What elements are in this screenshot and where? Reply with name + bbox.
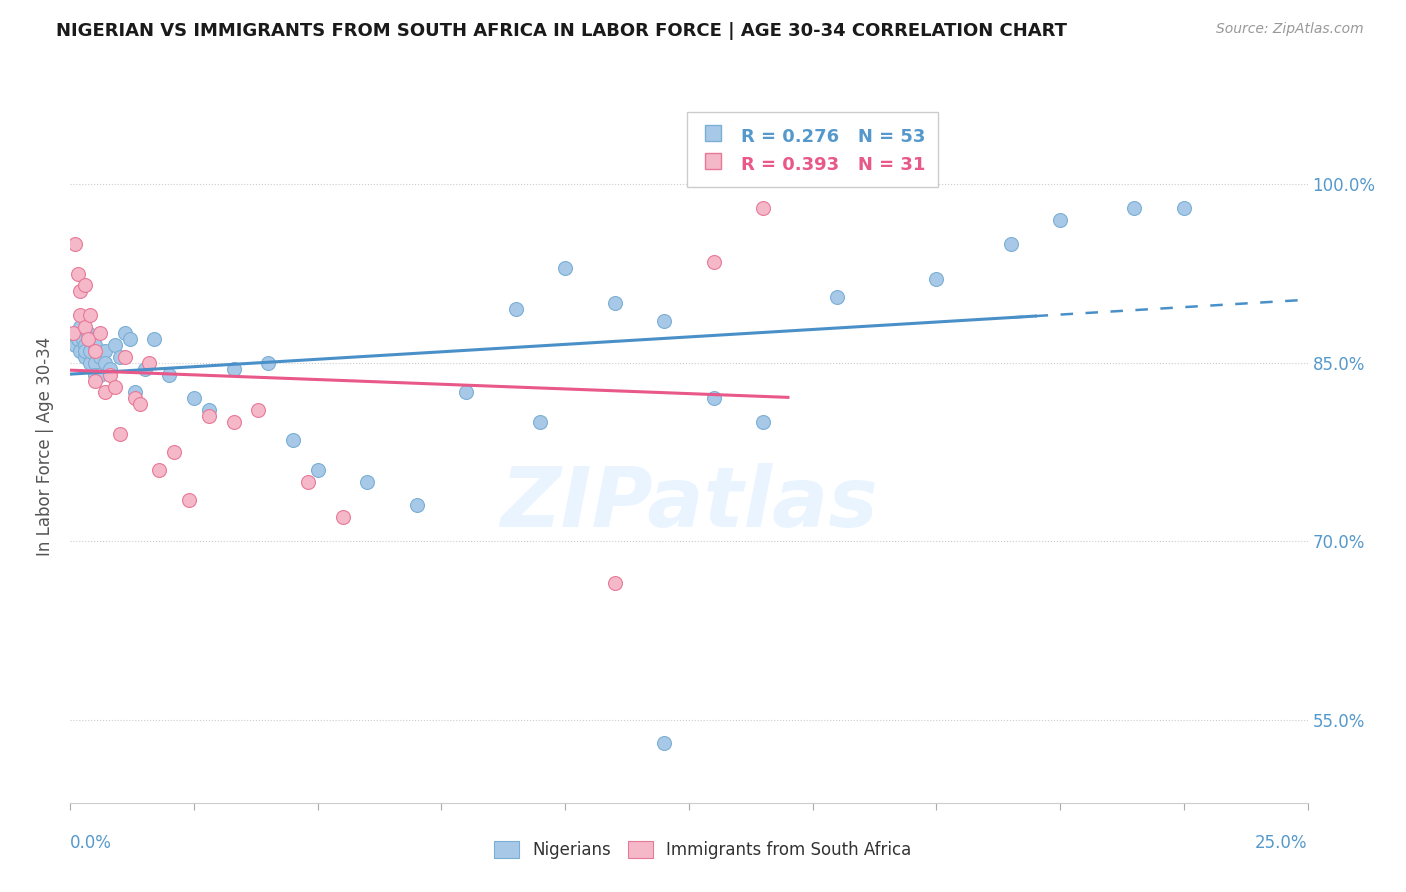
Point [1173,201,1195,215]
Point [79,308,101,322]
Point [652,736,675,750]
Point [94,356,117,370]
Point [505,302,527,317]
Point [79,332,101,346]
Point [603,575,626,590]
Point [183,392,205,406]
Point [356,475,378,489]
Legend: Nigerians, Immigrants from South Africa: Nigerians, Immigrants from South Africa [488,834,918,866]
Point [66,267,89,281]
Text: NIGERIAN VS IMMIGRANTS FROM SOUTH AFRICA IN LABOR FORCE | AGE 30-34 CORRELATION : NIGERIAN VS IMMIGRANTS FROM SOUTH AFRICA… [56,22,1067,40]
Point [281,433,304,447]
Text: 0.0%: 0.0% [70,834,112,852]
Point [75,338,97,352]
Point [307,463,329,477]
Point [128,397,150,411]
Point [456,385,478,400]
Text: ZIPatlas: ZIPatlas [501,463,877,543]
Point [703,254,725,268]
Point [118,332,141,346]
Point [297,475,319,489]
Point [124,385,146,400]
Point [65,326,87,340]
Point [529,415,551,429]
Point [1049,213,1071,227]
Point [69,308,91,322]
Point [76,332,98,346]
Point [554,260,576,275]
Text: 25.0%: 25.0% [1256,834,1308,852]
Point [143,332,166,346]
Point [1000,236,1022,251]
Point [84,338,107,352]
Point [69,343,91,358]
Point [752,415,775,429]
Point [925,272,948,286]
Point [752,201,775,215]
Point [76,326,98,340]
Point [108,427,131,442]
Point [198,409,221,424]
Point [84,374,107,388]
Point [222,361,245,376]
Point [65,236,87,251]
Point [114,350,136,364]
Point [94,385,117,400]
Point [114,326,136,340]
Point [69,285,91,299]
Point [84,343,107,358]
Point [104,338,127,352]
Point [124,392,146,406]
Point [69,320,91,334]
Point [247,403,270,417]
Point [332,510,354,524]
Point [148,463,170,477]
Point [177,492,200,507]
Point [405,499,427,513]
Point [222,415,245,429]
Point [84,356,107,370]
Point [89,326,111,340]
Point [257,356,280,370]
Point [703,392,725,406]
Y-axis label: In Labor Force | Age 30-34: In Labor Force | Age 30-34 [37,336,55,556]
Point [75,343,97,358]
Point [98,361,121,376]
Point [75,350,97,364]
Point [1123,201,1146,215]
Point [65,338,87,352]
Point [603,296,626,310]
Point [198,403,221,417]
Point [652,314,675,328]
Point [75,320,97,334]
Point [66,332,89,346]
Point [79,343,101,358]
Point [163,445,186,459]
Point [157,368,180,382]
Point [72,332,94,346]
Point [89,368,111,382]
Point [98,368,121,382]
Point [104,379,127,393]
Point [94,343,117,358]
Text: Source: ZipAtlas.com: Source: ZipAtlas.com [1216,22,1364,37]
Point [62,326,84,340]
Point [134,361,156,376]
Point [62,332,84,346]
Point [89,350,111,364]
Point [827,290,849,304]
Point [138,356,160,370]
Point [75,278,97,293]
Legend: R = 0.276   N = 53, R = 0.393   N = 31: R = 0.276 N = 53, R = 0.393 N = 31 [688,112,938,186]
Point [108,350,131,364]
Point [84,368,107,382]
Point [79,356,101,370]
